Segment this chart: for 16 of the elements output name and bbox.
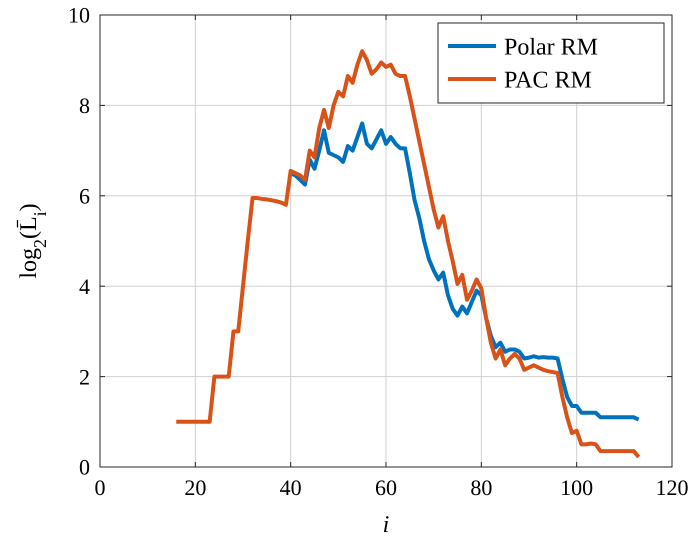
y-tick-label: 6 — [79, 184, 90, 208]
legend-label: Polar RM — [504, 34, 598, 60]
x-tick-label: 20 — [184, 475, 206, 500]
y-tick-label: 0 — [79, 454, 90, 480]
x-tick-label: 100 — [560, 475, 594, 500]
x-tick-label: 80 — [470, 475, 492, 500]
y-tick-label: 2 — [79, 364, 90, 390]
legend-label: PAC RM — [504, 67, 592, 94]
y-tick-label: 10 — [68, 2, 90, 28]
x-tick-label: 0 — [94, 475, 106, 500]
x-tick-label: 40 — [280, 475, 302, 500]
x-axis-title: i — [382, 512, 390, 538]
y-tick-label: 4 — [79, 274, 90, 299]
x-tick-label: 120 — [656, 475, 688, 500]
y-tick-label: 8 — [79, 93, 90, 118]
x-tick-label: 60 — [375, 475, 397, 500]
